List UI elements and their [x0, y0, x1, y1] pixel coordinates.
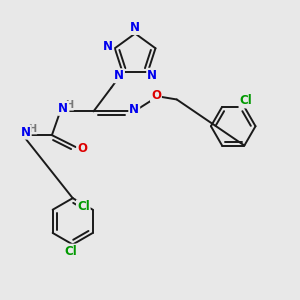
Text: Cl: Cl	[239, 94, 252, 107]
Text: O: O	[77, 142, 87, 155]
Text: N: N	[114, 69, 124, 82]
Text: N: N	[129, 103, 139, 116]
Text: N: N	[147, 69, 157, 82]
Text: N: N	[103, 40, 113, 53]
Text: Cl: Cl	[65, 244, 78, 258]
Text: H: H	[28, 124, 37, 134]
Text: N: N	[21, 126, 31, 139]
Text: N: N	[130, 21, 140, 34]
Text: O: O	[151, 88, 161, 101]
Text: Cl: Cl	[77, 200, 90, 213]
Text: H: H	[65, 100, 73, 110]
Text: N: N	[58, 102, 68, 115]
